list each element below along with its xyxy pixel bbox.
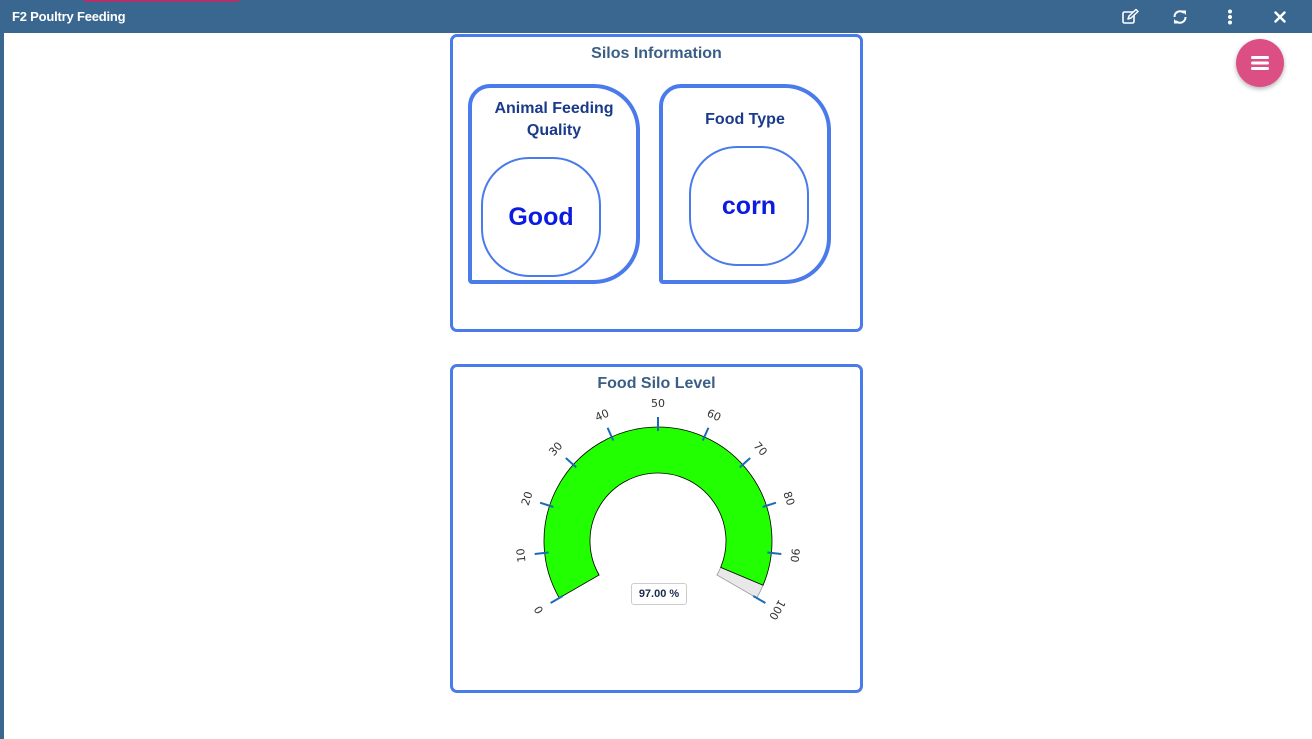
feeding-quality-card: Animal Feeding Quality Good	[468, 84, 640, 284]
active-tab-indicator	[84, 0, 239, 2]
food-type-value-box: corn	[689, 146, 809, 266]
food-silo-level-panel: Food Silo Level	[450, 364, 863, 693]
gauge-value-label: 97.00 %	[631, 583, 687, 605]
feeding-quality-value-box: Good	[481, 157, 601, 277]
feeding-quality-label: Animal Feeding Quality	[494, 100, 614, 139]
hamburger-menu-icon	[1251, 56, 1269, 70]
food-type-card: Food Type corn	[659, 84, 831, 284]
app-title: F2 Poultry Feeding	[12, 9, 126, 24]
silos-information-panel: Silos Information Animal Feeding Quality…	[450, 34, 863, 332]
silos-panel-title: Silos Information	[591, 45, 722, 62]
window-left-border	[0, 33, 4, 739]
edit-icon[interactable]	[1118, 5, 1142, 29]
window-titlebar: F2 Poultry Feeding	[0, 0, 1312, 33]
close-icon[interactable]	[1268, 5, 1292, 29]
refresh-icon[interactable]	[1168, 5, 1192, 29]
silo-level-panel-title: Food Silo Level	[597, 375, 716, 392]
menu-button[interactable]	[1236, 39, 1284, 87]
more-vertical-icon[interactable]	[1218, 5, 1242, 29]
food-type-label: Food Type	[705, 111, 785, 128]
food-type-value: corn	[721, 191, 777, 220]
feeding-quality-value: Good	[508, 202, 574, 231]
